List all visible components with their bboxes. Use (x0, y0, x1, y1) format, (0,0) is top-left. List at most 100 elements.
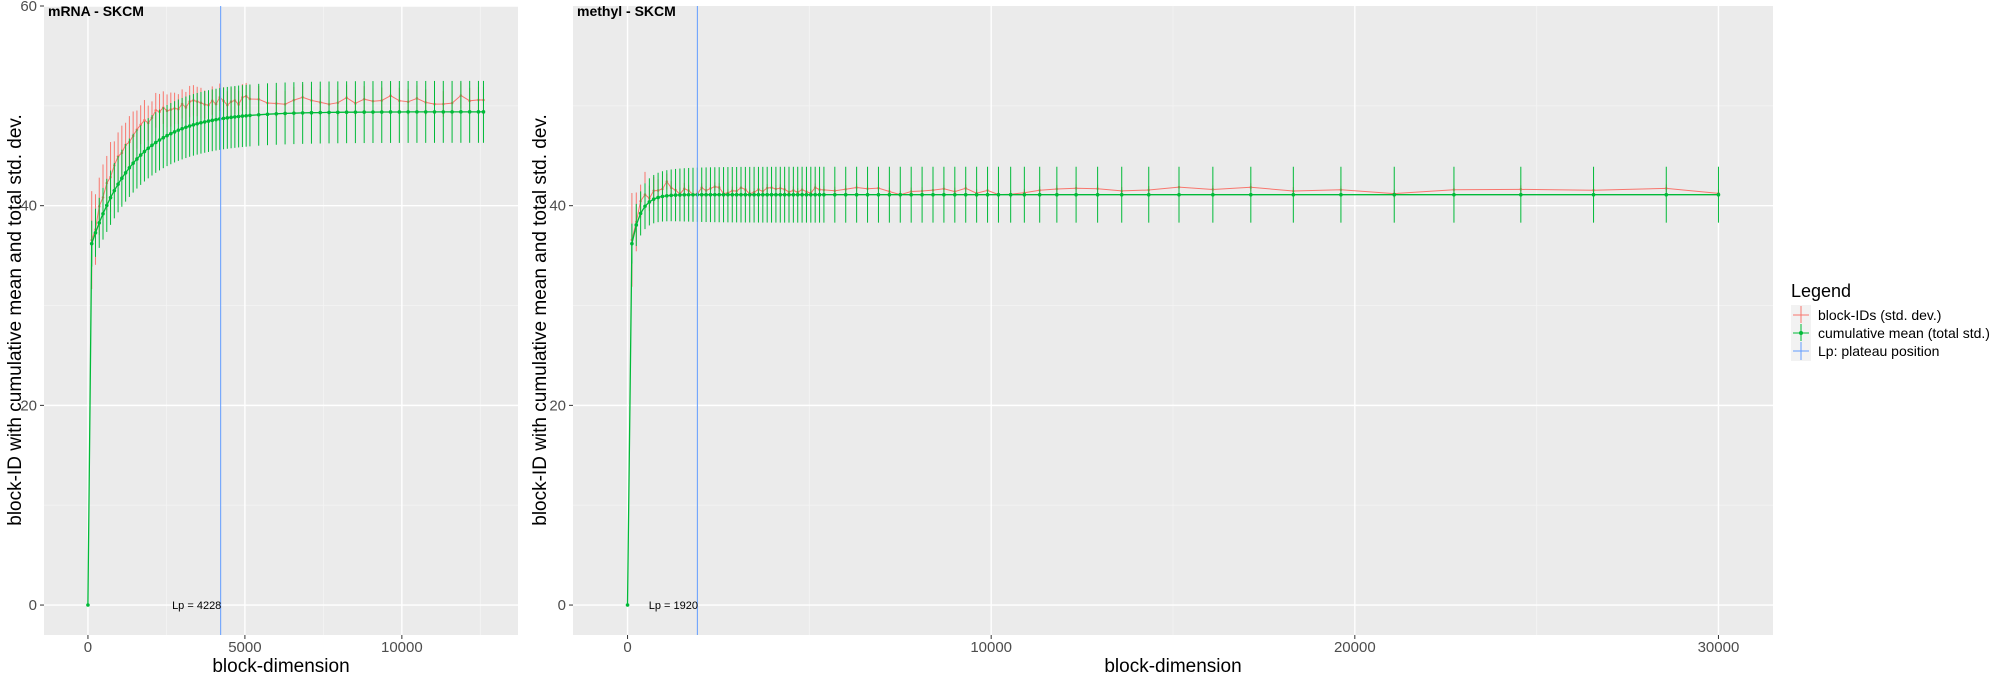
cumulative-point (953, 192, 957, 197)
cumulative-point (963, 192, 968, 197)
cumulative-point (1452, 192, 1456, 197)
cumulative-point (713, 192, 717, 197)
cumulative-point (248, 113, 252, 118)
cumulative-point (795, 192, 800, 197)
x-axis-title: block-dimension (1104, 656, 1241, 677)
cumulative-point (704, 192, 708, 197)
cumulative-point (104, 203, 109, 208)
cumulative-point (833, 192, 837, 197)
cumulative-point (669, 193, 673, 198)
legend: Legend block-IDs (std. dev.) cumulative … (1791, 281, 1990, 361)
cumulative-point (150, 143, 154, 148)
cumulative-point (195, 121, 199, 126)
cumulative-point (643, 204, 647, 209)
cumulative-point (985, 192, 990, 197)
block-id-line (91, 94, 484, 241)
cumulative-point (726, 192, 730, 197)
cumulative-point (135, 157, 139, 161)
cumulative-point (214, 117, 218, 122)
cumulative-point (476, 110, 481, 114)
cumulative-point (89, 241, 94, 246)
legend-label-cumulative-mean: cumulative mean (total std.) (1818, 325, 1990, 341)
cumulative-point (450, 110, 454, 114)
cumulative-point (153, 140, 158, 145)
cumulative-point (441, 110, 446, 114)
cumulative-point (1591, 192, 1596, 197)
cumulative-point (300, 111, 305, 115)
legend-key-block-ids (1791, 305, 1811, 325)
cumulative-point (244, 113, 248, 118)
cumulative-point (481, 110, 486, 114)
plot-background (44, 6, 518, 635)
cumulative-point (123, 170, 128, 175)
cumulative-point (909, 192, 913, 197)
cumulative-point (265, 112, 270, 117)
panel-methyl: 0 10000 20000 30000 0 20 40 methyl - SKCM Lp =… (530, 3, 1773, 677)
cumulative-point (817, 192, 822, 197)
cumulative-point (996, 192, 1001, 197)
cumulative-point (415, 110, 419, 114)
cumulative-point (660, 194, 665, 199)
cumulative-point (769, 192, 774, 197)
cumulative-point (778, 192, 783, 197)
cumulative-point (292, 111, 296, 115)
cumulative-point (97, 221, 102, 225)
cumulative-point (229, 115, 233, 120)
cumulative-point (1095, 192, 1100, 197)
cumulative-point (423, 110, 428, 114)
cumulative-point (161, 135, 166, 140)
cumulative-point (651, 197, 656, 201)
cumulative-point (142, 149, 147, 154)
cumulative-point (1519, 192, 1523, 197)
cumulative-point (176, 128, 181, 132)
y-tick-label: 0 (29, 597, 37, 614)
cumulative-point (116, 182, 120, 186)
legend-label-lp: Lp: plateau position (1818, 343, 1939, 359)
cumulative-point (1008, 192, 1013, 197)
y-tick-label: 40 (549, 198, 566, 215)
cumulative-point (678, 193, 682, 197)
grid-minor (44, 6, 518, 635)
cumulative-point (721, 192, 726, 197)
y-tick-label: 40 (20, 198, 37, 215)
cumulative-point (199, 121, 203, 125)
cumulative-point (730, 192, 735, 197)
cumulative-point (283, 111, 287, 116)
cumulative-point (791, 192, 796, 197)
cumulative-point (397, 110, 402, 114)
cumulative-point (1146, 192, 1151, 197)
panel-title: mRNA - SKCM (48, 3, 144, 19)
cumulative-point (180, 126, 184, 131)
legend-title: Legend (1791, 281, 1851, 301)
cumulative-point (686, 192, 691, 197)
cumulative-point (974, 192, 979, 197)
y-tick-label: 20 (20, 397, 37, 414)
cumulative-point (157, 138, 162, 142)
cumulative-point (876, 192, 881, 197)
cumulative-point (240, 114, 245, 118)
cumulative-point (353, 110, 358, 114)
cumulative-point (388, 110, 393, 114)
cumulative-point (691, 192, 695, 197)
cumulative-point (467, 110, 472, 114)
cumulative-point (93, 230, 98, 235)
cumulative-point (822, 192, 826, 197)
cumulative-point (647, 200, 652, 204)
cumulative-point (344, 110, 349, 115)
grid-major (44, 5, 518, 635)
cumulative-point (800, 192, 804, 197)
cumulative-point (336, 110, 340, 115)
cumulative-point (1249, 192, 1253, 197)
cumulative-point (1037, 192, 1042, 197)
cumulative-point (931, 192, 935, 197)
cumulative-point (362, 110, 366, 114)
y-axis-title: block-ID with cumulative mean and total … (530, 114, 551, 526)
block-id-point (139, 123, 142, 127)
grid-minor (573, 6, 1773, 635)
cumulative-point (236, 114, 241, 119)
cumulative-point (743, 192, 748, 197)
cumulative-point (184, 125, 188, 130)
cumulative-point (638, 211, 643, 216)
cumulative-point (942, 192, 946, 197)
legend-key-cumulative-mean (1791, 323, 1811, 343)
